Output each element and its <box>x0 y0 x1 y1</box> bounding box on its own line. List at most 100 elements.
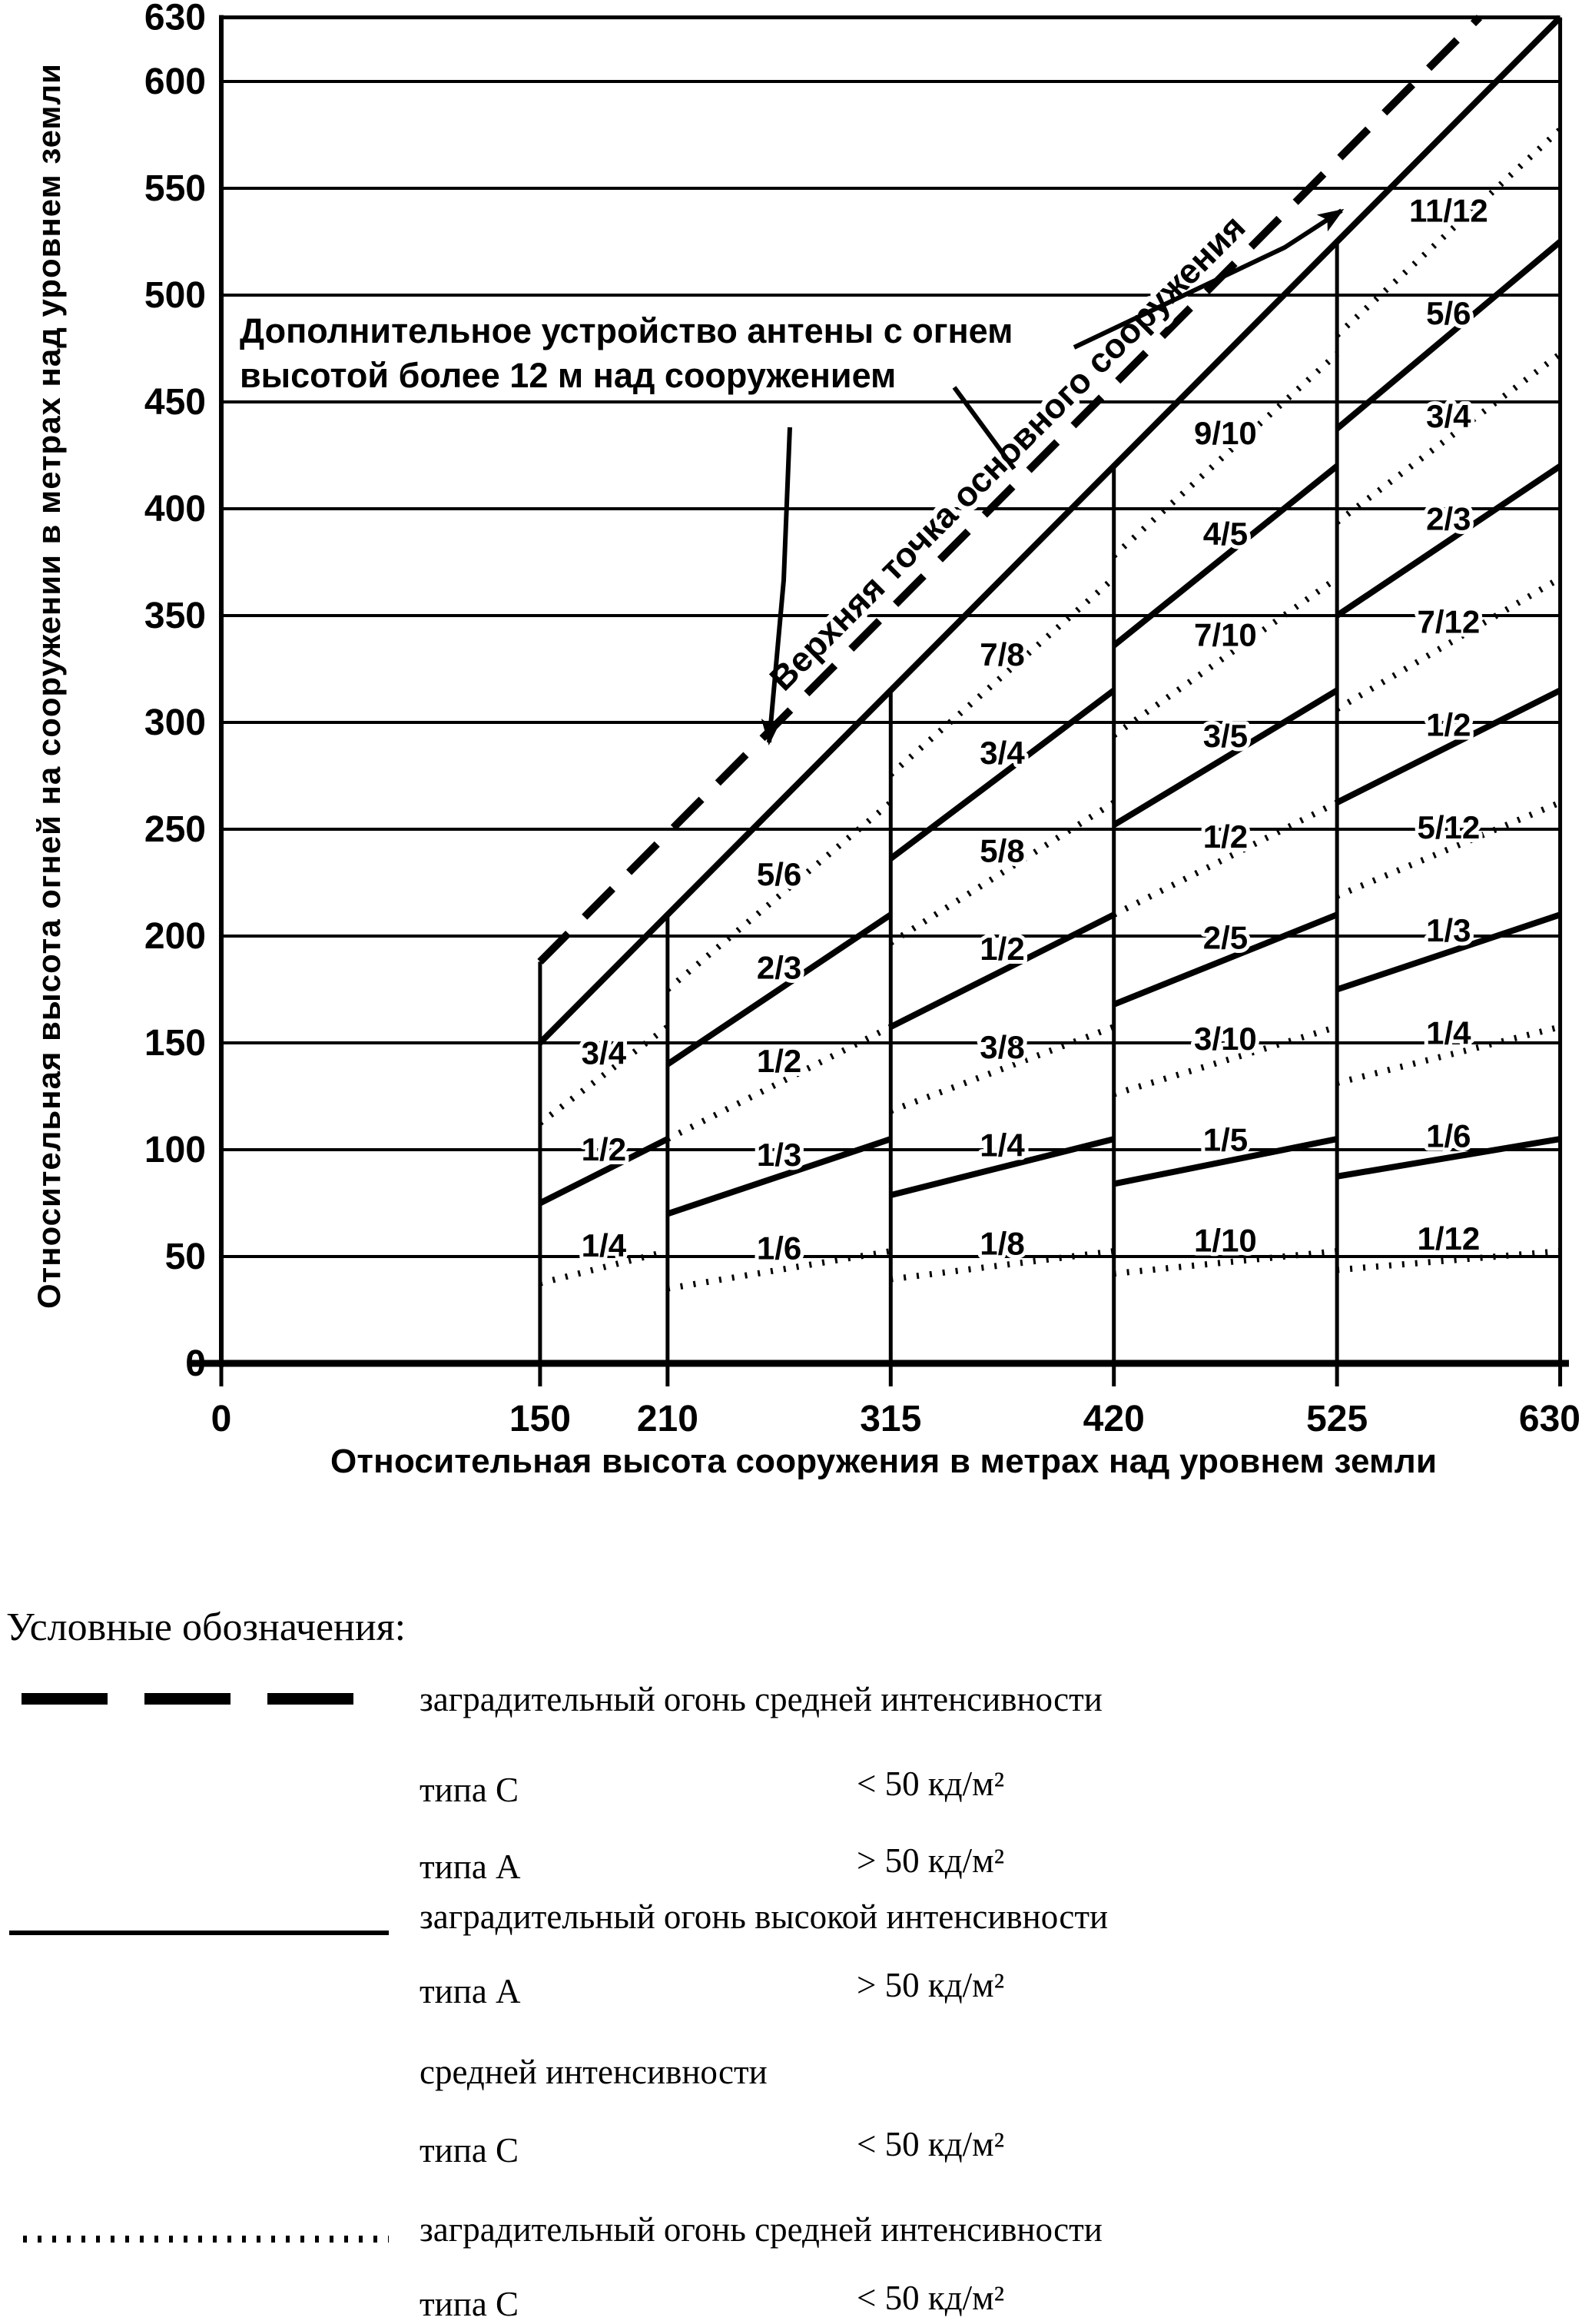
fraction-label: 1/3 <box>757 1137 801 1173</box>
y-tick-label: 150 <box>144 1023 206 1064</box>
fraction-line-dotted <box>665 800 893 992</box>
x-tick-label: 0 <box>211 1399 232 1439</box>
legend-sample-dotted-line <box>23 2236 389 2243</box>
fraction-line-solid <box>1335 239 1563 431</box>
fraction-label: 7/12 <box>1417 603 1480 639</box>
fraction-label: 3/4 <box>980 735 1025 771</box>
y-tick-label: 600 <box>144 61 206 102</box>
fraction-line-dotted <box>1335 799 1562 899</box>
fraction-label: 1/6 <box>757 1230 801 1266</box>
y-tick-label: 630 <box>144 0 206 38</box>
y-tick-label: 500 <box>144 275 206 316</box>
fraction-line-solid <box>1336 1136 1561 1180</box>
y-tick-label: 50 <box>165 1237 206 1277</box>
fraction-line-solid <box>1335 911 1561 993</box>
fraction-line-dotted <box>1335 575 1562 712</box>
fraction-label: 2/5 <box>1203 920 1248 956</box>
chart-svg: 1/4 1/2 3/4 1/6 1/3 1/2 2/3 5/6 1/8 1/4 3/8 1/2 5/8 3… <box>31 0 1580 1480</box>
fraction-label: 3/4 <box>1426 398 1471 434</box>
y-tick-label: 250 <box>144 809 206 850</box>
annotation-line1: Дополнительное устройство антены с огнем <box>240 311 1013 350</box>
legend-row-label: заградительный огонь средней интенсивнос… <box>420 2210 1103 2249</box>
y-tick-label: 300 <box>144 702 206 743</box>
fraction-label: 3/10 <box>1194 1021 1257 1057</box>
dashed-diagonal <box>537 15 1483 964</box>
y-tick-label: 400 <box>144 489 206 530</box>
x-tick-label: 315 <box>860 1399 921 1439</box>
legend: Условные обозначения: заградительный ого… <box>0 1583 1582 2323</box>
annotation-arrow-down <box>761 427 792 745</box>
fraction-line-solid <box>1112 463 1339 649</box>
chart-area: 1/4 1/2 3/4 1/6 1/3 1/2 2/3 5/6 1/8 1/4 3/8 1/2 5/8 3… <box>31 0 1580 1480</box>
annotation-line2: высотой более 12 м над сооружением <box>240 356 897 395</box>
fraction-label: 1/12 <box>1417 1220 1480 1257</box>
fraction-line-dotted <box>538 1024 670 1126</box>
fraction-line-dotted <box>1335 351 1562 525</box>
x-tick-label: 525 <box>1306 1399 1368 1439</box>
fraction-line-solid <box>1113 1136 1338 1187</box>
y-tick-label: 550 <box>144 168 206 209</box>
fraction-label: 2/3 <box>757 950 801 986</box>
fraction-label: 1/3 <box>1426 912 1471 948</box>
annotation-text: Дополнительное устройство антены с огнем… <box>240 309 1013 398</box>
fraction-line-solid <box>666 1136 892 1217</box>
fraction-line-solid <box>1335 463 1562 619</box>
fraction-line-solid <box>539 1136 669 1207</box>
fraction-label: 5/6 <box>1426 295 1471 331</box>
fraction-label: 5/8 <box>980 832 1024 868</box>
fraction-line-dotted <box>889 799 1116 946</box>
y-tick-label: 350 <box>144 596 206 636</box>
legend-sub-value: > 50 кд/м² <box>857 1966 1005 2004</box>
fraction-label: 3/5 <box>1203 718 1248 754</box>
legend-sub-name: средней интенсивности <box>420 2053 768 2091</box>
annotation-arrow-upper <box>1073 208 1345 350</box>
fraction-label: 2/3 <box>1426 501 1471 537</box>
y-tick-label: 100 <box>144 1130 206 1170</box>
fraction-line-solid <box>1335 687 1562 805</box>
fraction-line-solid <box>889 911 1116 1030</box>
x-tick-label: 210 <box>637 1399 698 1439</box>
legend-sub-name: типа С <box>420 2131 519 2170</box>
fraction-label: 5/12 <box>1417 809 1480 845</box>
legend-sample-solid-line <box>9 1931 389 1935</box>
fraction-line-solid <box>665 911 893 1067</box>
fraction-line-dotted <box>539 1248 668 1286</box>
fraction-line-solid <box>1112 687 1339 828</box>
fraction-label: 1/4 <box>980 1127 1025 1164</box>
fraction-label: 3/4 <box>582 1035 627 1071</box>
fraction-line-solid <box>1113 911 1338 1008</box>
fraction-label: 1/8 <box>980 1225 1024 1261</box>
fraction-line-solid <box>888 688 1116 862</box>
x-tick-label: 150 <box>509 1399 571 1439</box>
legend-sample-dashed-line <box>22 1693 389 1705</box>
fraction-label: 1/4 <box>582 1227 627 1263</box>
x-tick-label: 630 <box>1519 1399 1580 1439</box>
fraction-label: 1/10 <box>1194 1223 1257 1259</box>
fraction-label: 3/8 <box>980 1029 1024 1065</box>
legend-sub-name: типа А <box>420 1972 521 2010</box>
y-axis-title: Относительная высота огней на сооружении… <box>31 64 67 1309</box>
legend-sub-value: > 50 кд/м² <box>857 1841 1005 1880</box>
fraction-label: 1/2 <box>757 1043 801 1079</box>
x-tick-label: 420 <box>1083 1399 1145 1439</box>
fraction-label: 1/2 <box>1426 706 1471 742</box>
legend-sub-value: < 50 кд/м² <box>857 1765 1005 1803</box>
fraction-label: 11/12 <box>1409 192 1488 228</box>
legend-sub-name: типа С <box>420 2285 519 2323</box>
legend-row-label: заградительный огонь средней интенсивнос… <box>420 1680 1103 1718</box>
y-tick-label: 200 <box>144 916 206 957</box>
y-tick-label: 0 <box>185 1343 206 1384</box>
legend-sub-name: типа А <box>420 1848 521 1886</box>
legend-sub-value: < 50 кд/м² <box>857 2279 1005 2317</box>
fraction-label: 4/5 <box>1203 516 1248 552</box>
annotation-arrow-short <box>952 386 1017 470</box>
fraction-label: 9/10 <box>1194 415 1257 451</box>
fraction-label: 1/4 <box>1426 1015 1471 1051</box>
fraction-label: 7/10 <box>1194 617 1257 653</box>
fraction-label: 1/5 <box>1203 1121 1248 1157</box>
legend-sub-value: < 50 кд/м² <box>857 2125 1005 2163</box>
fraction-label: 7/8 <box>980 636 1024 672</box>
fraction-label: 5/6 <box>757 856 801 892</box>
fraction-line-dotted <box>889 1024 1116 1114</box>
